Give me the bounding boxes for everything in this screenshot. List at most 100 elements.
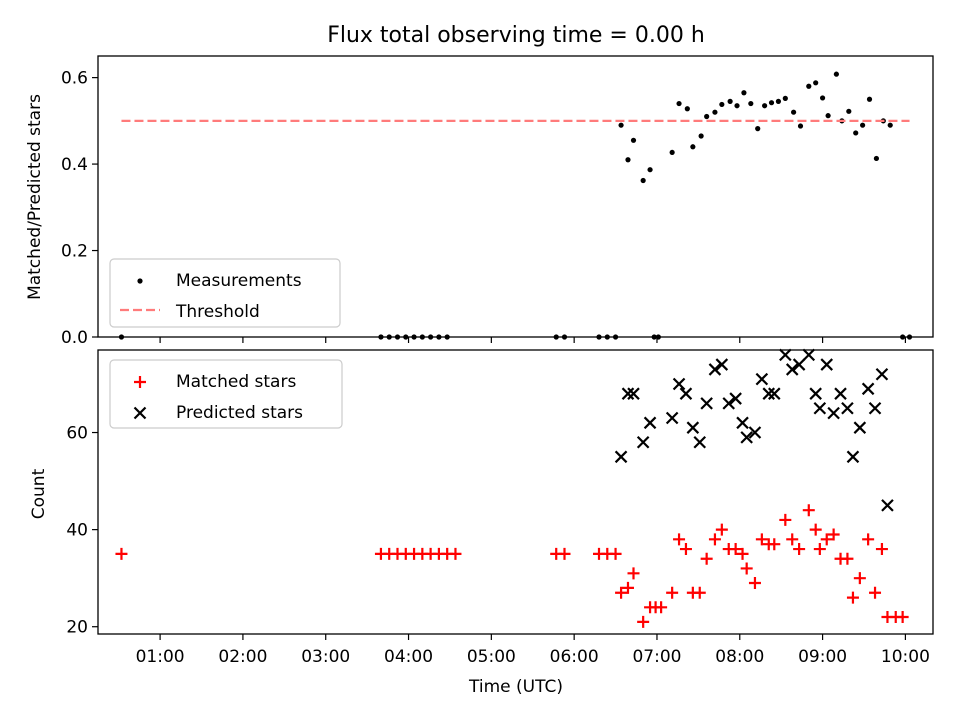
measurement-point xyxy=(825,113,831,119)
legend-label: Matched stars xyxy=(176,372,296,392)
y-tick-label: 0.2 xyxy=(61,242,88,262)
measurement-point xyxy=(712,109,718,115)
predicted-star-point xyxy=(740,431,753,444)
x-tick-label: 04:00 xyxy=(384,647,433,667)
x-tick-label: 01:00 xyxy=(136,647,185,667)
measurement-point xyxy=(727,98,733,104)
predicted-star-point xyxy=(868,401,882,415)
matched-star-point xyxy=(813,543,826,556)
predicted-star-point xyxy=(813,401,827,415)
measurement-point xyxy=(762,103,768,109)
measurement-point xyxy=(741,90,747,96)
top-y-axis-label: Matched/Predicted stars xyxy=(25,94,45,300)
predicted-star-point xyxy=(636,435,650,449)
predicted-star-point xyxy=(834,387,847,400)
measurement-point xyxy=(625,157,631,163)
legend-label: Predicted stars xyxy=(176,403,303,423)
matched-star-point xyxy=(115,547,128,560)
predicted-star-point xyxy=(736,416,749,430)
matched-star-point xyxy=(693,586,706,599)
predicted-star-point xyxy=(643,416,657,430)
measurement-point xyxy=(819,95,826,101)
matched-star-point xyxy=(846,591,859,604)
matched-star-point xyxy=(869,586,882,599)
matched-star-point xyxy=(609,547,622,560)
matched-star-point xyxy=(786,533,799,546)
y-tick-label: 0.0 xyxy=(61,328,88,348)
predicted-star-point xyxy=(875,367,889,381)
legend-plus-swatch xyxy=(134,376,146,388)
predicted-star-point xyxy=(627,387,640,400)
x-tick-label: 06:00 xyxy=(550,647,599,667)
matched-star-point xyxy=(841,552,854,565)
matched-star-point xyxy=(827,528,840,541)
measurement-point xyxy=(860,122,866,128)
matched-star-point xyxy=(793,543,806,556)
legend-x-swatch xyxy=(133,406,147,420)
measurement-point xyxy=(719,101,725,108)
axes-frame-1 xyxy=(97,349,934,635)
predicted-star-point xyxy=(841,401,854,415)
predicted-star-point xyxy=(621,387,635,400)
matched-star-point xyxy=(862,533,875,546)
matched-star-point xyxy=(666,586,679,599)
matched-star-point xyxy=(673,533,686,546)
x-axis-label: Time (UTC) xyxy=(468,677,563,697)
measurement-point xyxy=(734,103,740,109)
measurement-point xyxy=(775,98,782,104)
measurement-point xyxy=(887,122,893,128)
predicted-star-point xyxy=(665,411,679,425)
predicted-star-point xyxy=(693,435,707,449)
measurement-point xyxy=(853,130,859,136)
predicted-star-point xyxy=(768,387,781,400)
measurement-point xyxy=(768,100,775,106)
measurement-point xyxy=(748,100,754,107)
predicted-star-point xyxy=(853,421,867,434)
measurement-point xyxy=(690,144,696,150)
predicted-star-point xyxy=(672,377,686,391)
predicted-star-point xyxy=(679,387,693,400)
legend-dot-swatch xyxy=(137,278,143,284)
matched-star-point xyxy=(809,523,822,536)
predicted-star-point xyxy=(748,426,762,439)
y-tick-label: 0.4 xyxy=(61,155,88,175)
matched-star-point xyxy=(768,538,781,551)
measurement-point xyxy=(797,123,804,129)
matched-star-point xyxy=(679,543,692,556)
x-tick-label: 10:00 xyxy=(881,647,930,667)
matched-star-point xyxy=(755,533,768,546)
legend-box xyxy=(109,258,341,328)
matched-star-point xyxy=(779,513,792,526)
measurement-point xyxy=(846,108,852,114)
measurement-point xyxy=(866,96,873,102)
predicted-star-point xyxy=(785,363,799,376)
predicted-star-point xyxy=(686,421,700,434)
matched-star-point xyxy=(740,562,753,575)
matched-star-point xyxy=(896,611,909,624)
measurement-point xyxy=(640,177,646,184)
legend-box xyxy=(109,359,343,429)
predicted-star-point xyxy=(802,348,816,362)
matched-star-point xyxy=(715,523,728,536)
predicted-star-point xyxy=(779,348,792,362)
measurement-point xyxy=(813,80,819,86)
predicted-star-point xyxy=(861,382,875,396)
predicted-star-point xyxy=(722,397,736,410)
matched-star-point xyxy=(655,601,668,614)
y-tick-label: 60 xyxy=(66,424,88,444)
predicted-star-point xyxy=(614,450,628,464)
axes-frame-0 xyxy=(97,55,934,338)
predicted-star-point xyxy=(700,397,713,410)
predicted-star-point xyxy=(827,406,840,420)
matched-star-point xyxy=(637,615,650,628)
predicted-star-point xyxy=(881,499,894,512)
chart-title: Flux total observing time = 0.00 h xyxy=(327,23,705,48)
measurement-point xyxy=(676,100,682,107)
predicted-star-point xyxy=(708,363,722,376)
predicted-star-point xyxy=(809,387,822,400)
measurement-point xyxy=(704,113,710,120)
y-tick-label: 40 xyxy=(66,521,88,541)
x-tick-label: 05:00 xyxy=(467,647,516,667)
predicted-star-point xyxy=(846,450,860,464)
